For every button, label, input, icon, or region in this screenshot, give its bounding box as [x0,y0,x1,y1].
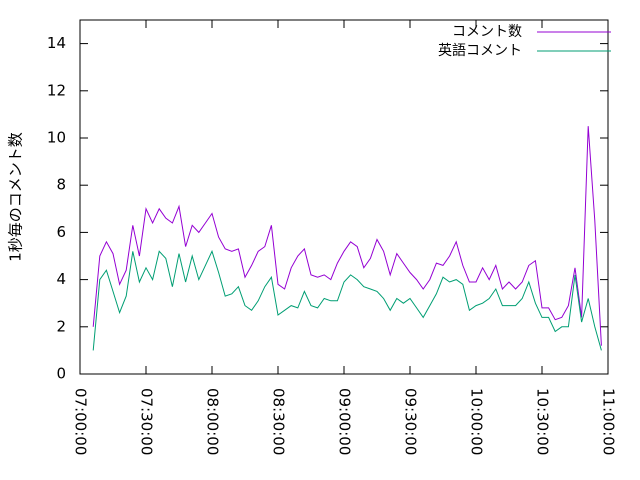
x-tick-label: 10:00:00 [468,388,486,455]
legend-label: コメント数 [452,24,522,40]
y-tick-label: 12 [47,81,66,99]
x-tick-label: 09:00:00 [336,388,354,455]
y-tick-label: 8 [56,176,66,194]
x-tick-label: 08:30:00 [270,388,288,455]
y-tick-label: 14 [47,34,66,52]
y-tick-label: 6 [56,223,66,241]
series-line [92,249,602,351]
x-tick-label: 07:00:00 [72,388,90,455]
x-tick-label: 11:00:00 [600,388,618,455]
y-tick-label: 2 [56,317,66,335]
series-line [92,126,602,346]
plot-frame [79,19,609,375]
x-tick-label: 10:30:00 [534,388,552,455]
x-tick-label: 07:30:00 [138,388,156,455]
y-tick-label: 10 [47,129,66,147]
x-tick-label: 09:30:00 [402,388,420,455]
y-axis-label: 1秒毎のコメント数 [7,132,25,262]
legend-label: 英語コメント [438,42,522,59]
y-tick-label: 4 [56,270,66,288]
x-tick-label: 08:00:00 [204,388,222,455]
y-tick-label: 0 [56,365,66,383]
